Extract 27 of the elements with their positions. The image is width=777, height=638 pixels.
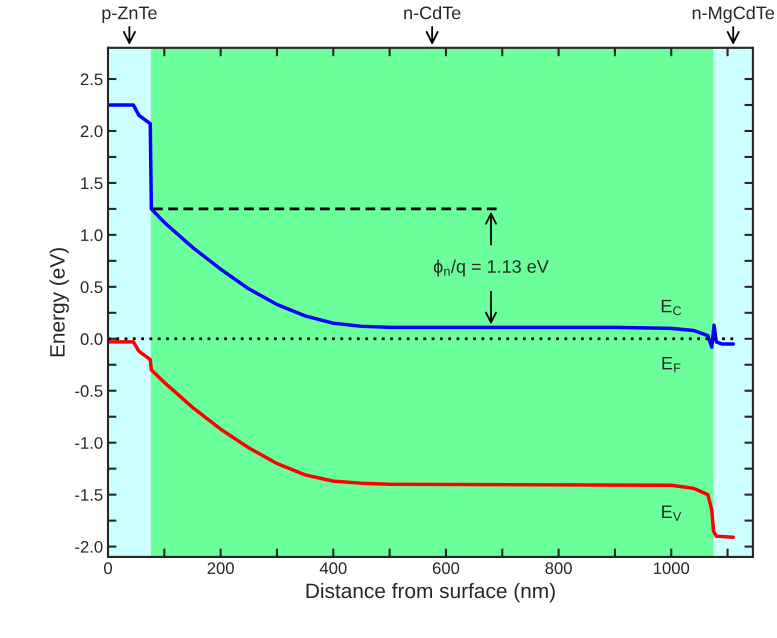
y-tick-label: 1.0 bbox=[81, 229, 102, 242]
y-tick-label: 0.5 bbox=[80, 281, 102, 294]
x-tick-label: 0 bbox=[104, 562, 112, 574]
x-tick-label: 400 bbox=[320, 562, 347, 574]
x-tick-label: 1000 bbox=[654, 562, 690, 574]
y-axis-title: Energy (eV) bbox=[49, 248, 69, 356]
line-series bbox=[108, 103, 735, 349]
annotation: E$_{F}$ bbox=[662, 356, 680, 372]
y-tick-label: 2.0 bbox=[80, 125, 102, 138]
annotation: E$_{V}$ bbox=[662, 506, 682, 521]
band-label: n-MgCdTe bbox=[692, 6, 774, 23]
y-tick-label: -0.5 bbox=[75, 385, 102, 397]
y-tick-label: -1.0 bbox=[75, 437, 102, 449]
annotation: ϕ$_{n}$/q = 1.13 eV bbox=[434, 260, 549, 276]
y-tick-label: -2.0 bbox=[75, 540, 102, 553]
y-tick-label: 2.5 bbox=[80, 73, 102, 86]
x-tick-label: 600 bbox=[432, 562, 460, 574]
x-axis-title: Distance from surface (nm) bbox=[306, 582, 555, 602]
y-tick-label: 1.5 bbox=[81, 177, 102, 190]
band-label: p-ZnTe bbox=[102, 6, 157, 23]
annotation: E$_{C}$ bbox=[662, 300, 682, 316]
x-tick-label: 200 bbox=[208, 562, 234, 574]
band-label: n-CdTe bbox=[404, 6, 460, 20]
y-tick-label: 0.0 bbox=[80, 333, 102, 345]
x-tick-label: 800 bbox=[545, 562, 572, 574]
y-tick-label: -1.5 bbox=[75, 489, 102, 501]
line-series bbox=[108, 340, 735, 539]
